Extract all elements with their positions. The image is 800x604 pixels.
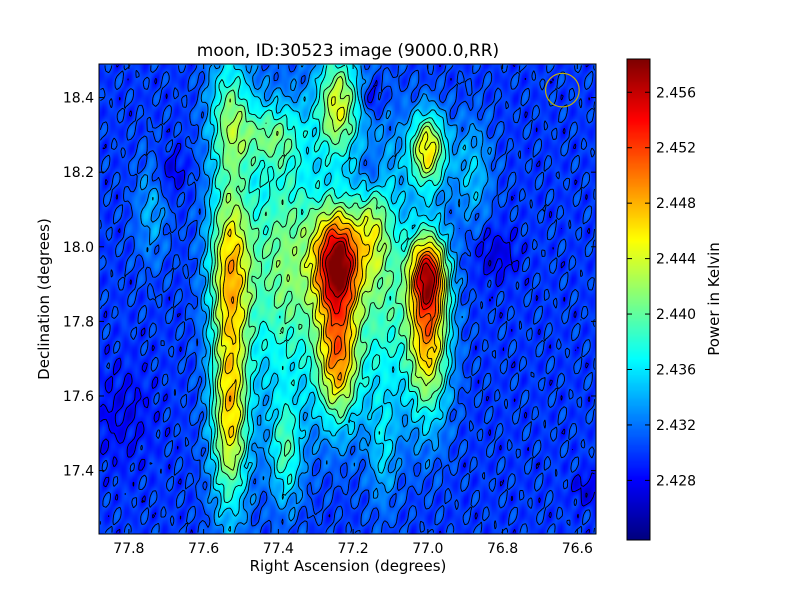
contour-level-11 bbox=[227, 223, 441, 402]
beam-marker bbox=[544, 72, 580, 108]
y-axis-label: Declination (degrees) bbox=[35, 218, 53, 380]
plot-frame bbox=[98, 63, 597, 535]
y-tick-label: 18.4 bbox=[63, 91, 94, 107]
colorbar-label: Power in Kelvin bbox=[705, 242, 723, 356]
contour-level-10 bbox=[222, 216, 444, 439]
colorbar-tick-label: 2.456 bbox=[656, 85, 696, 101]
heatmap-image bbox=[99, 64, 596, 534]
plot-area: 77.8 77.6 77.4 77.2 77.0 76.8 76.6 17.417.617.… bbox=[63, 63, 597, 557]
y-tick-label: 18.2 bbox=[63, 165, 94, 181]
contour-level-8 bbox=[214, 75, 447, 471]
contour-level-9 bbox=[219, 96, 446, 447]
y-tick-label: 17.4 bbox=[63, 464, 94, 480]
contour-level-14 bbox=[325, 240, 435, 305]
colorbar: 2.428 2.432 2.436 2.440 2.444 2.448 2.452 2.456… bbox=[626, 58, 723, 541]
colorbar-tick-label: 2.428 bbox=[656, 473, 696, 489]
x-tick-label: 76.6 bbox=[562, 541, 593, 557]
x-tick-label: 77.8 bbox=[113, 541, 144, 557]
contour-level-4 bbox=[139, 64, 492, 533]
x-tick-label: 77.4 bbox=[263, 541, 294, 557]
colorbar-tick-label: 2.432 bbox=[656, 418, 696, 434]
y-tick-label: 17.8 bbox=[63, 314, 94, 330]
y-tick-label: 17.6 bbox=[63, 389, 94, 405]
contour-level-5 bbox=[152, 65, 479, 532]
x-tick-label: 77.6 bbox=[188, 541, 219, 557]
y-axis-ticks: 17.4 17.6 17.8 18.0 18.2 18.4 bbox=[63, 91, 596, 480]
colorbar-frame bbox=[626, 58, 651, 541]
colorbar-gradient bbox=[627, 59, 650, 540]
contour-level-2 bbox=[100, 65, 596, 533]
contour-level-1 bbox=[488, 259, 588, 498]
colorbar-tick-label: 2.448 bbox=[656, 196, 696, 212]
contour-level-3 bbox=[99, 65, 596, 533]
colorbar-tick-label: 2.452 bbox=[656, 141, 696, 157]
x-axis-ticks: 77.8 77.6 77.4 77.2 77.0 76.8 76.6 bbox=[113, 64, 593, 557]
colorbar-tick-label: 2.440 bbox=[656, 307, 696, 323]
x-tick-label: 76.8 bbox=[487, 541, 518, 557]
x-tick-label: 77.2 bbox=[338, 541, 369, 557]
x-axis-label: Right Ascension (degrees) bbox=[250, 557, 447, 575]
contour-level-7 bbox=[211, 71, 449, 481]
contour-level-6 bbox=[209, 64, 453, 504]
colorbar-ticks: 2.428 2.432 2.436 2.440 2.444 2.448 2.452 2.456 bbox=[627, 85, 696, 489]
contour-level-13 bbox=[322, 234, 438, 315]
contour-lines bbox=[99, 64, 596, 533]
colorbar-tick-label: 2.436 bbox=[656, 363, 696, 379]
chart-title: moon, ID:30523 image (9000.0,RR) bbox=[197, 41, 499, 61]
x-tick-label: 77.0 bbox=[412, 541, 443, 557]
y-tick-label: 18.0 bbox=[63, 240, 94, 256]
colorbar-tick-label: 2.444 bbox=[656, 252, 696, 268]
contour-level-12 bbox=[319, 228, 439, 355]
